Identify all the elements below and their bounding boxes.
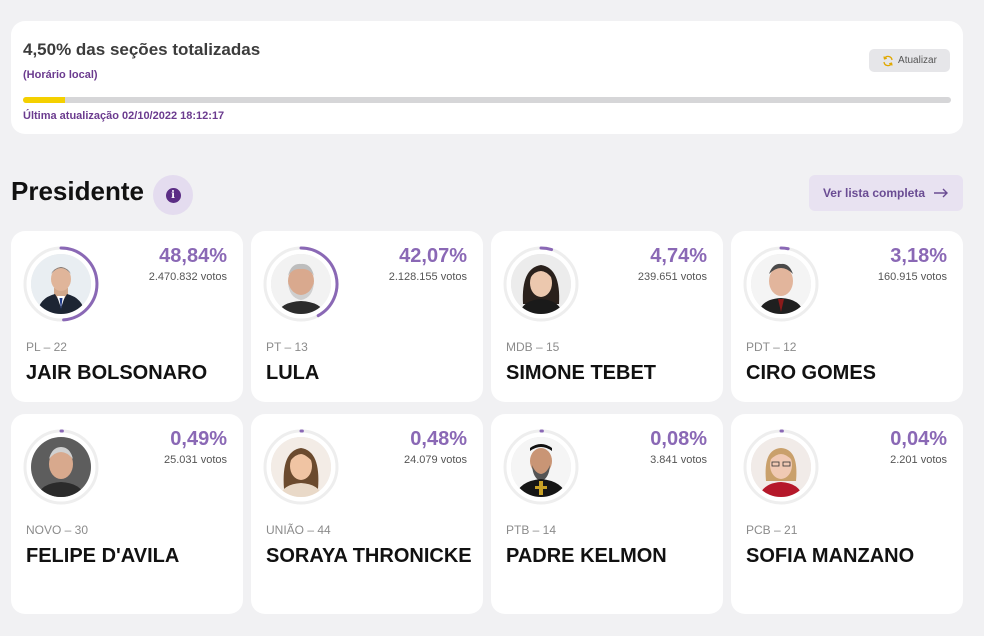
candidate-avatar — [23, 429, 99, 505]
candidate-name: FELIPE D'AVILA — [26, 545, 180, 567]
totalization-title: 4,50% das seções totalizadas — [23, 40, 261, 59]
candidate-name: PADRE KELMON — [506, 545, 667, 567]
totalization-status-card: 4,50% das seções totalizadas (Horário lo… — [11, 21, 963, 134]
vote-percentage: 42,07% — [399, 245, 467, 267]
candidate-name: LULA — [266, 362, 320, 384]
party-number: PDT – 12 — [746, 340, 797, 354]
candidate-avatar — [263, 429, 339, 505]
totalization-progress-fill — [23, 97, 65, 103]
vote-count: 239.651 votos — [637, 271, 707, 283]
vote-count: 2.470.832 votos — [148, 271, 227, 283]
refresh-label: Atualizar — [898, 55, 937, 66]
candidate-avatar — [263, 246, 339, 322]
vote-count: 2.201 votos — [890, 454, 947, 466]
local-time-note: (Horário local) — [23, 69, 98, 81]
candidate-name: SOFIA MANZANO — [746, 545, 915, 567]
candidate-card[interactable]: 3,18% 160.915 votos PDT – 12 CIRO GOMES — [731, 231, 963, 402]
candidate-card[interactable]: 0,49% 25.031 votos NOVO – 30 FELIPE D'AV… — [11, 414, 243, 614]
candidate-avatar — [503, 429, 579, 505]
candidate-avatar — [743, 246, 819, 322]
vote-percentage: 3,18% — [890, 245, 947, 267]
vote-share-ring — [263, 429, 339, 505]
party-number: UNIÃO – 44 — [266, 523, 331, 537]
vote-count: 2.128.155 votos — [388, 271, 467, 283]
portrait-icon — [271, 254, 331, 314]
portrait-icon — [271, 437, 331, 497]
vote-share-ring — [23, 429, 99, 505]
vote-percentage: 4,74% — [650, 245, 707, 267]
portrait-icon — [31, 437, 91, 497]
party-number: NOVO – 30 — [26, 523, 89, 537]
candidate-card[interactable]: 0,08% 3.841 votos PTB – 14 PADRE KELMON — [491, 414, 723, 614]
info-button[interactable]: i — [153, 175, 193, 215]
party-number: PT – 13 — [266, 340, 308, 354]
arrow-right-icon — [934, 188, 949, 198]
party-number: PL – 22 — [26, 340, 67, 354]
vote-share-ring — [263, 246, 339, 322]
vote-count: 160.915 votos — [877, 271, 947, 283]
totalization-progress-bar — [23, 97, 951, 103]
vote-percentage: 0,08% — [650, 428, 707, 450]
party-number: MDB – 15 — [506, 340, 560, 354]
info-icon: i — [165, 187, 181, 203]
vote-share-ring — [743, 246, 819, 322]
view-full-list-label: Ver lista completa — [822, 186, 926, 200]
party-number: PCB – 21 — [746, 523, 798, 537]
refresh-icon — [883, 55, 893, 66]
portrait-icon — [31, 254, 91, 314]
refresh-button[interactable]: Atualizar — [869, 49, 950, 72]
last-update-text: Última atualização 02/10/2022 18:12:17 — [23, 110, 225, 122]
vote-percentage: 48,84% — [159, 245, 227, 267]
candidate-avatar — [743, 429, 819, 505]
candidate-name: CIRO GOMES — [746, 362, 877, 384]
section-title: Presidente — [11, 176, 144, 206]
portrait-icon — [511, 254, 571, 314]
candidate-name: SIMONE TEBET — [506, 362, 657, 384]
vote-share-ring — [503, 246, 579, 322]
candidate-card[interactable]: 4,74% 239.651 votos MDB – 15 SIMONE TEBE… — [491, 231, 723, 402]
portrait-icon — [751, 254, 811, 314]
vote-percentage: 0,49% — [170, 428, 227, 450]
candidate-card[interactable]: 0,48% 24.079 votos UNIÃO – 44 SORAYA THR… — [251, 414, 483, 614]
portrait-icon — [751, 437, 811, 497]
candidate-card[interactable]: 42,07% 2.128.155 votos PT – 13 LULA — [251, 231, 483, 402]
candidate-name: JAIR BOLSONARO — [26, 362, 208, 384]
portrait-icon — [511, 437, 571, 497]
candidate-avatar — [23, 246, 99, 322]
vote-count: 25.031 votos — [164, 454, 227, 466]
candidate-avatar — [503, 246, 579, 322]
vote-count: 3.841 votos — [650, 454, 707, 466]
vote-share-ring — [23, 246, 99, 322]
candidate-card[interactable]: 48,84% 2.470.832 votos PL – 22 JAIR BOLS… — [11, 231, 243, 402]
vote-percentage: 0,48% — [410, 428, 467, 450]
vote-percentage: 0,04% — [890, 428, 947, 450]
party-number: PTB – 14 — [506, 523, 557, 537]
vote-count: 24.079 votos — [404, 454, 467, 466]
vote-share-ring — [743, 429, 819, 505]
vote-share-ring — [503, 429, 579, 505]
view-full-list-button[interactable]: Ver lista completa — [809, 175, 963, 211]
candidate-name: SORAYA THRONICKE — [266, 545, 472, 567]
candidate-card[interactable]: 0,04% 2.201 votos PCB – 21 SOFIA MANZANO — [731, 414, 963, 614]
